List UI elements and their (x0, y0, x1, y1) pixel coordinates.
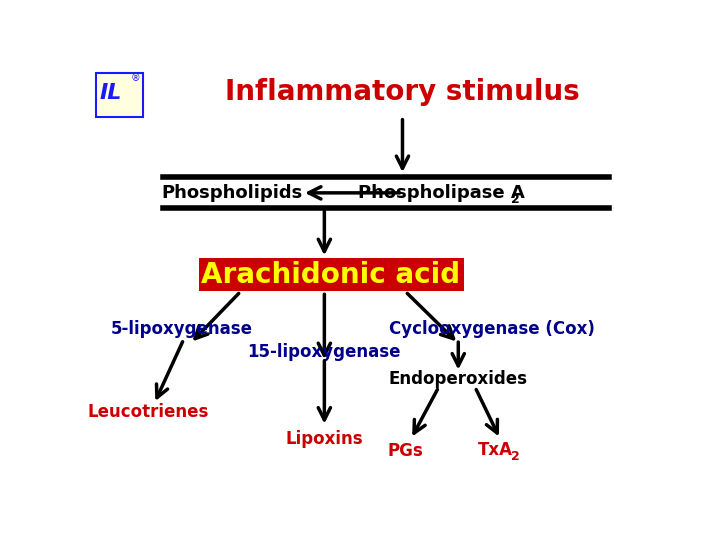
Text: TxA: TxA (477, 441, 513, 459)
Text: Lipoxins: Lipoxins (286, 430, 363, 448)
Text: Leucotrienes: Leucotrienes (88, 403, 210, 421)
Text: Phospholipase A: Phospholipase A (358, 184, 525, 202)
Text: 5-lipoxygenase: 5-lipoxygenase (111, 320, 253, 338)
Text: Phospholipids: Phospholipids (162, 184, 303, 202)
Bar (199, 258, 464, 292)
Text: 2: 2 (511, 193, 520, 206)
Text: 2: 2 (510, 450, 520, 463)
Text: PGs: PGs (387, 442, 423, 461)
Text: Arachidonic acid: Arachidonic acid (202, 261, 461, 289)
Text: 15-lipoxygenase: 15-lipoxygenase (248, 343, 401, 361)
Text: ®: ® (131, 73, 140, 83)
Text: Endoperoxides: Endoperoxides (389, 370, 528, 388)
Bar (96, 73, 143, 117)
Text: IL: IL (100, 83, 122, 103)
Text: Cyclooxygenase (Cox): Cyclooxygenase (Cox) (389, 320, 595, 338)
Text: Inflammatory stimulus: Inflammatory stimulus (225, 78, 580, 106)
